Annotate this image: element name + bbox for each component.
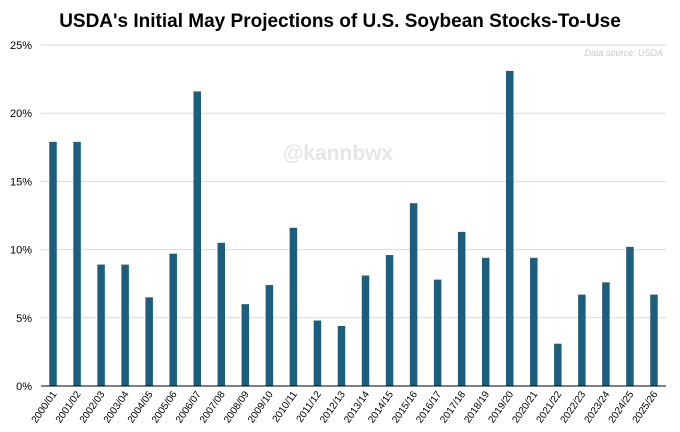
bar [49,141,57,386]
x-tick-label: 2025/26 [631,389,661,425]
bar [433,279,442,386]
bar [97,264,105,386]
bar [530,257,538,386]
bar [626,246,634,386]
y-tick-label: 0% [16,381,32,393]
bar [193,91,201,386]
bar [385,255,394,386]
bar [217,242,226,386]
bar [289,227,298,386]
bar [361,275,370,386]
y-axis-ticks: 0% 5% 10% 15% 20% 25% [10,40,32,393]
bar [650,294,658,386]
y-tick-label: 25% [10,40,32,52]
bar [169,253,177,386]
bar [121,264,129,386]
source-note: Data source: USDA [584,48,663,58]
bar [578,294,586,386]
y-tick-label: 20% [10,108,32,120]
bar [409,203,418,386]
bar [265,285,274,386]
bar [241,304,250,386]
bar [506,70,514,386]
bar [337,325,346,386]
bar [602,282,610,386]
y-tick-label: 5% [16,313,32,325]
bar [554,343,562,386]
bar [145,297,153,386]
bar [73,141,81,386]
y-tick-label: 15% [10,176,32,188]
x-axis-ticks: 2000/012001/022002/032003/042004/052005/… [30,389,661,425]
bar [481,257,490,386]
bar [313,320,322,386]
gridlines [41,44,666,319]
chart-title: USDA's Initial May Projections of U.S. S… [59,11,621,32]
watermark: @kannbwx [283,142,394,165]
y-tick-label: 10% [10,245,32,257]
bars [49,70,658,386]
bar [457,231,466,386]
